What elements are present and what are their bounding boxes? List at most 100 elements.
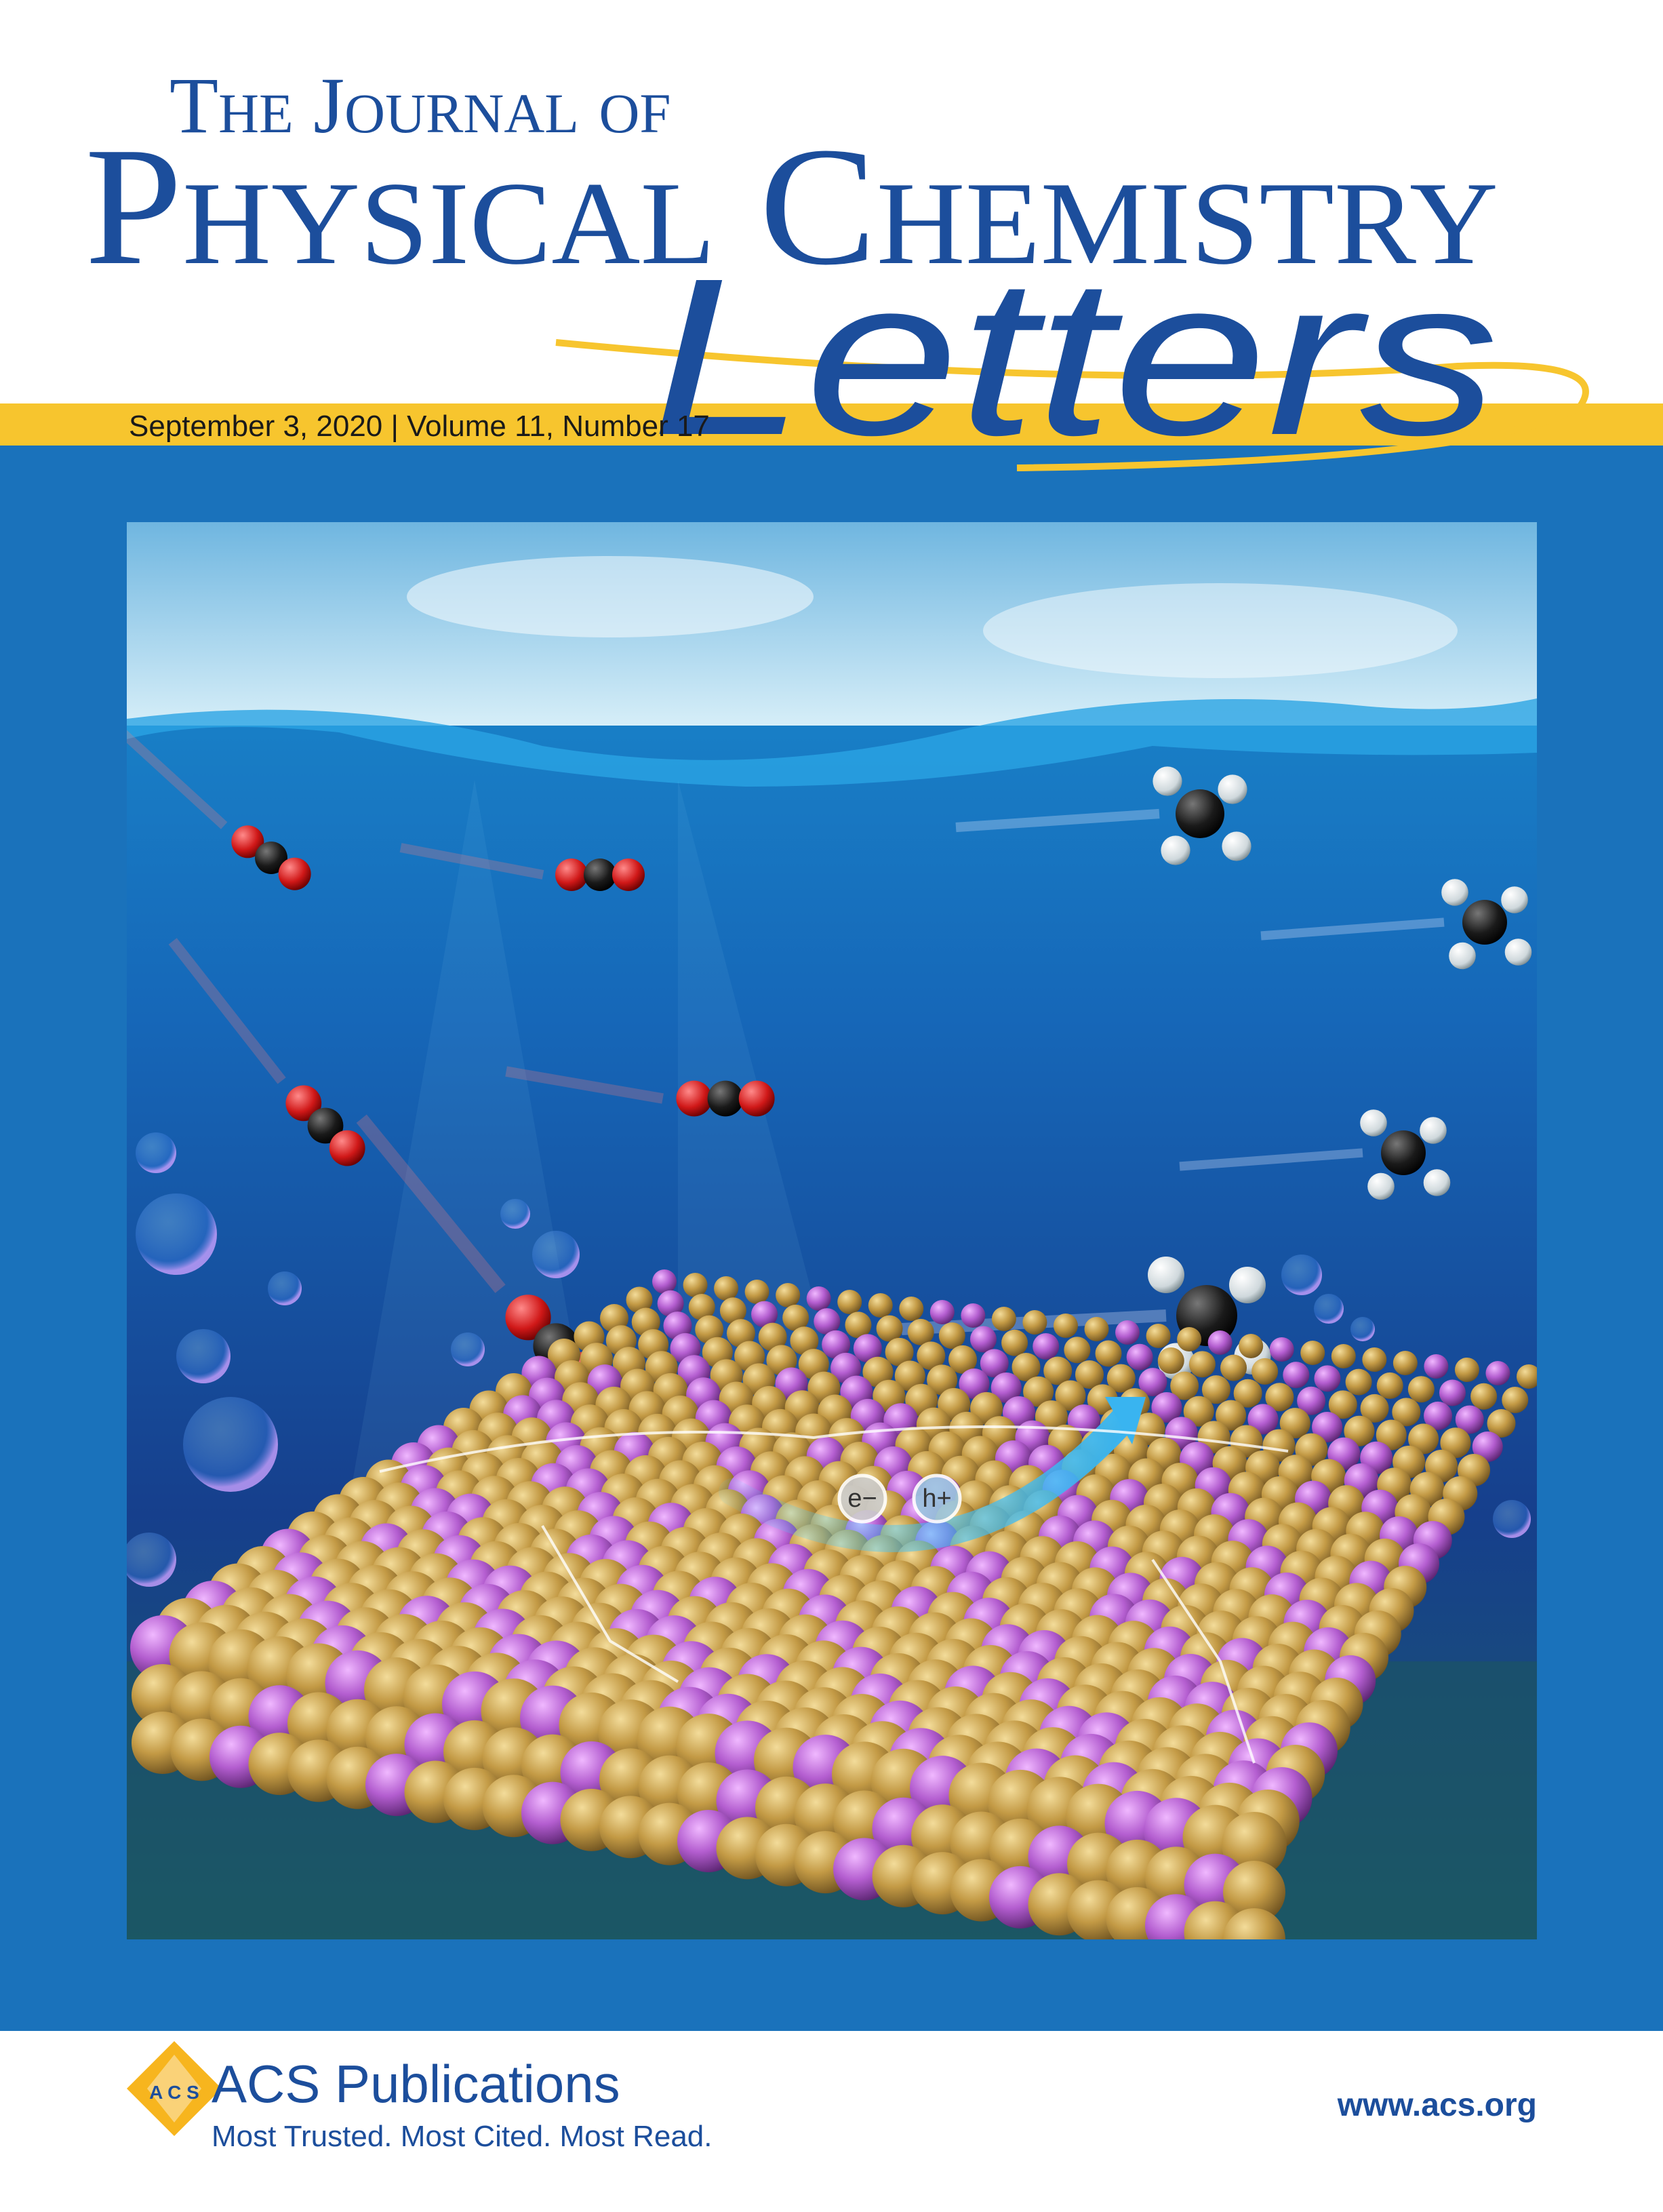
oxygen-atom xyxy=(738,1080,775,1117)
journal-title-line2: Physical Chemistry xyxy=(85,113,1498,300)
motion-trail xyxy=(168,938,286,1084)
lattice-atom xyxy=(744,1280,769,1304)
lattice-atom xyxy=(991,1307,1016,1331)
journal-title-line3: Letters xyxy=(651,231,1498,481)
motion-trail xyxy=(955,808,1160,833)
svg-text:A C S: A C S xyxy=(149,2082,199,2103)
carbon-atom xyxy=(707,1080,744,1117)
lattice-atom xyxy=(1440,1427,1471,1459)
lattice-atom xyxy=(1517,1364,1537,1389)
lattice-atom xyxy=(1043,1356,1073,1385)
cover-illustration: e− h+ xyxy=(127,522,1537,1939)
lattice-atom xyxy=(1376,1372,1403,1399)
bubble xyxy=(183,1397,278,1492)
lattice-atom xyxy=(1087,1384,1118,1415)
lattice-atom xyxy=(1424,1401,1453,1430)
issue-info: September 3, 2020 | Volume 11, Number 17 xyxy=(129,410,710,443)
lattice-atom xyxy=(1344,1415,1375,1446)
lattice-atom xyxy=(1223,1908,1285,1939)
bubble xyxy=(451,1332,485,1366)
motion-trail xyxy=(1179,1148,1363,1171)
lattice-atom xyxy=(1001,1329,1028,1356)
bubble xyxy=(1314,1294,1344,1324)
lattice-atom xyxy=(1033,1332,1060,1360)
lattice-atom xyxy=(1472,1431,1503,1462)
lattice-atom xyxy=(1022,1310,1047,1335)
lattice-atom xyxy=(1084,1317,1109,1341)
lattice-atom xyxy=(1300,1341,1325,1365)
lattice-atom xyxy=(1188,1351,1216,1378)
swoosh xyxy=(555,339,1589,471)
bubble xyxy=(1493,1500,1531,1538)
lattice-atom xyxy=(990,1372,1022,1403)
hydrogen-atom xyxy=(1441,879,1468,906)
lattice-atom xyxy=(1455,1405,1484,1434)
motion-trail xyxy=(356,1114,506,1293)
lattice-atom xyxy=(1485,1361,1510,1385)
oxygen-atom xyxy=(612,858,645,891)
lattice-atom xyxy=(726,1319,755,1348)
hole-label: h+ xyxy=(922,1484,951,1513)
lattice-atom xyxy=(1345,1368,1372,1396)
lattice-atom xyxy=(868,1293,893,1318)
lattice-atom xyxy=(837,1290,862,1314)
lattice-atom xyxy=(1055,1380,1086,1411)
lattice-atom xyxy=(1216,1400,1247,1431)
lattice-atom xyxy=(1424,1354,1449,1379)
lattice-atom xyxy=(1053,1314,1078,1338)
lattice-atom xyxy=(1207,1330,1233,1355)
lattice-atom xyxy=(688,1294,715,1321)
lattice-atom xyxy=(790,1326,819,1356)
motion-trail xyxy=(1260,917,1445,941)
lattice-atom xyxy=(1239,1334,1264,1358)
lattice-atom xyxy=(894,1360,925,1391)
lattice-atom xyxy=(1502,1387,1529,1413)
lattice-atom xyxy=(1220,1354,1247,1381)
carbon-atom xyxy=(1381,1130,1426,1175)
hydrogen-atom xyxy=(1218,774,1247,804)
lattice-atom xyxy=(695,1315,724,1344)
lattice-atom xyxy=(1106,1364,1136,1393)
hydrogen-atom xyxy=(1222,831,1251,861)
motion-trail xyxy=(399,843,544,880)
lattice-atom xyxy=(969,1326,997,1353)
lattice-atom xyxy=(714,1276,739,1301)
hydrogen-atom xyxy=(1504,939,1532,966)
lattice-atom xyxy=(830,1352,862,1383)
lattice-atom xyxy=(657,1290,684,1317)
lattice-atom xyxy=(929,1300,955,1324)
lattice-atom xyxy=(1454,1358,1479,1382)
lattice-atom xyxy=(631,1307,660,1337)
lattice-atom xyxy=(1408,1423,1439,1455)
lattice-atom xyxy=(1269,1337,1294,1362)
lattice-atom xyxy=(907,1318,934,1345)
carbon-atom xyxy=(1462,900,1507,945)
lattice-atom xyxy=(758,1322,787,1351)
lattice-atom xyxy=(1470,1383,1498,1410)
oxygen-atom xyxy=(278,857,311,890)
lattice-atom xyxy=(1223,1861,1285,1923)
lattice-atom xyxy=(1265,1383,1294,1412)
lattice-atom xyxy=(1151,1391,1182,1423)
oxygen-atom xyxy=(329,1130,365,1166)
motion-trail xyxy=(505,1066,664,1104)
hydrogen-atom xyxy=(1148,1257,1184,1293)
lattice-atom xyxy=(1439,1379,1466,1406)
bubble xyxy=(136,1193,217,1275)
lattice-atom xyxy=(1314,1365,1341,1392)
hydrogen-atom xyxy=(1449,942,1476,970)
oxygen-atom xyxy=(231,825,264,858)
lattice-atom xyxy=(776,1283,801,1307)
website: www.acs.org xyxy=(1337,2087,1537,2123)
hydrogen-atom xyxy=(1153,766,1182,796)
lattice-atom xyxy=(1251,1358,1279,1385)
hydrogen-atom xyxy=(1423,1169,1451,1196)
motion-trail xyxy=(127,730,228,829)
lattice-atom xyxy=(1201,1375,1230,1404)
lattice-atom xyxy=(1023,1376,1054,1407)
publisher-tagline: Most Trusted. Most Cited. Most Read. xyxy=(212,2120,712,2153)
lattice-atom xyxy=(1157,1347,1184,1375)
lattice-atom xyxy=(1183,1396,1214,1427)
lattice-atom xyxy=(798,1349,829,1380)
